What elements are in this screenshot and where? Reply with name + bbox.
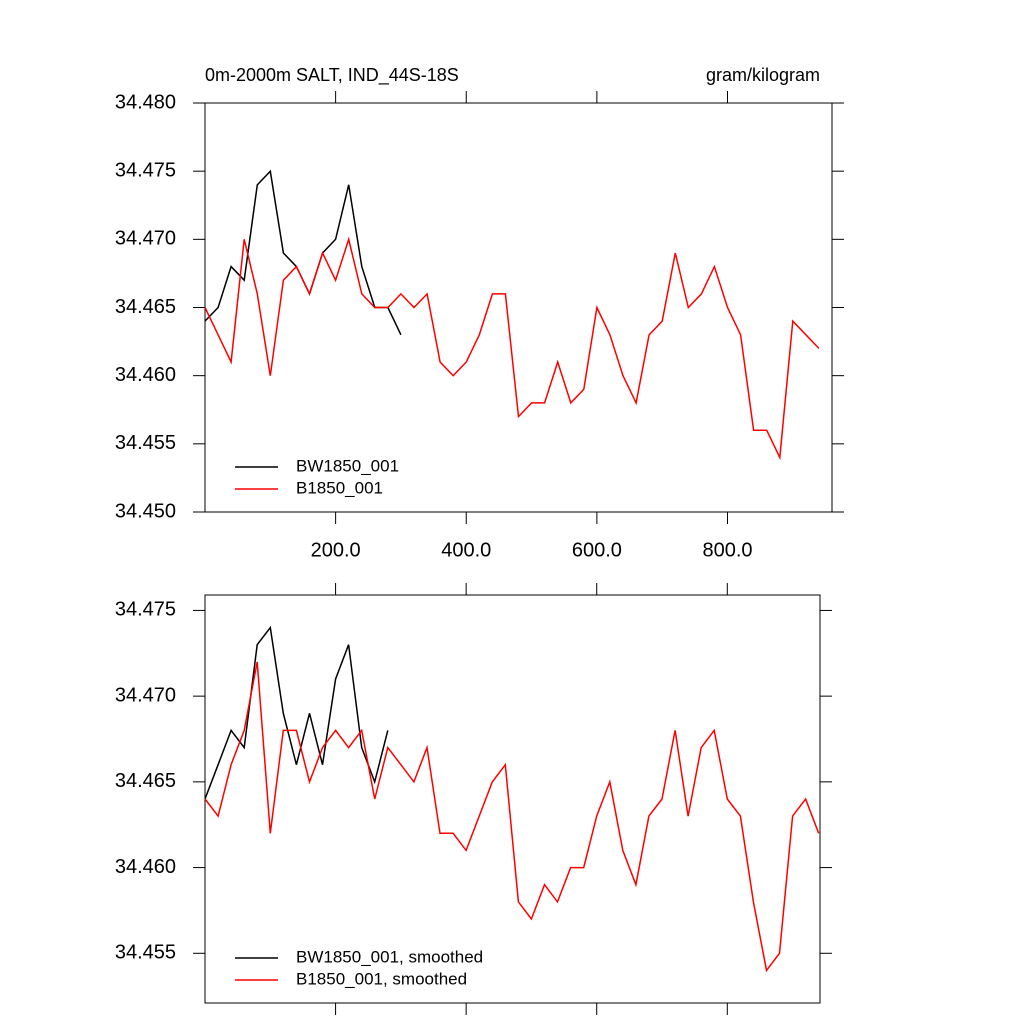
y-tick-label: 34.465 [115,770,176,792]
legend-label: BW1850_001 [296,456,399,475]
x-tick-label: 800.0 [702,539,752,561]
y-tick-label: 34.475 [115,159,176,181]
y-tick-label: 34.460 [115,364,176,386]
legend-label: B1850_001 [296,478,383,497]
y-tick-label: 34.450 [115,500,176,522]
series-line [204,625,389,800]
x-tick-label: 600.0 [572,539,622,561]
y-tick-label: 34.470 [115,684,176,706]
legend-label: B1850_001, smoothed [296,969,467,988]
units-label: gram/kilogram [706,65,820,85]
y-tick-label: 34.470 [115,228,176,250]
series-line [204,236,820,461]
series-line [204,169,402,336]
y-tick-label: 34.455 [115,942,176,964]
plot-frame [204,102,833,513]
series-line [204,661,820,973]
y-tick-label: 34.455 [115,432,176,454]
chart-title: 0m-2000m SALT, IND_44S-18S [205,65,459,86]
y-tick-label: 34.465 [115,296,176,318]
y-tick-label: 34.475 [115,599,176,621]
x-tick-label: 400.0 [441,539,491,561]
y-tick-label: 34.480 [115,91,176,113]
y-tick-label: 34.460 [115,856,176,878]
legend-label: BW1850_001, smoothed [296,947,483,966]
x-tick-label: 200.0 [311,539,361,561]
